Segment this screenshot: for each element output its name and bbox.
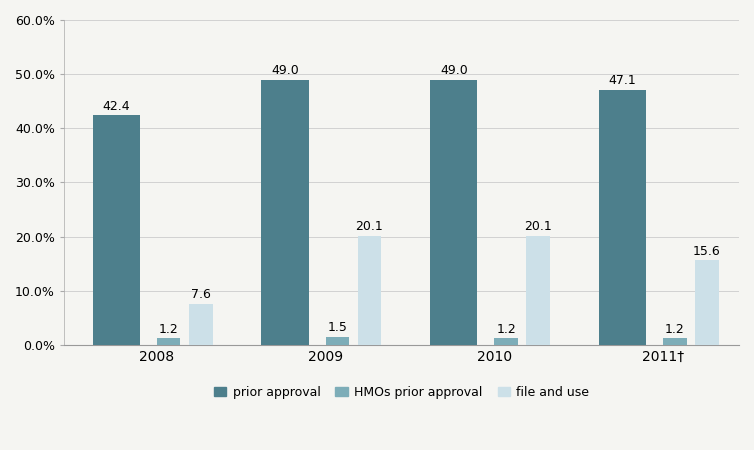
Bar xyxy=(526,236,550,345)
Bar xyxy=(157,338,180,345)
Text: 1.2: 1.2 xyxy=(496,323,516,336)
Bar xyxy=(663,338,687,345)
Legend: prior approval, HMOs prior approval, file and use: prior approval, HMOs prior approval, fil… xyxy=(209,381,594,404)
Text: 7.6: 7.6 xyxy=(191,288,210,301)
Text: 20.1: 20.1 xyxy=(524,220,552,234)
Text: 15.6: 15.6 xyxy=(693,245,721,258)
Bar xyxy=(93,115,140,345)
Bar xyxy=(495,338,518,345)
Text: 49.0: 49.0 xyxy=(440,64,467,77)
Text: 47.1: 47.1 xyxy=(608,74,636,87)
Bar xyxy=(431,80,477,345)
Bar xyxy=(599,90,646,345)
Text: 1.2: 1.2 xyxy=(159,323,179,336)
Text: 49.0: 49.0 xyxy=(271,64,299,77)
Text: 42.4: 42.4 xyxy=(103,99,130,112)
Bar xyxy=(326,337,349,345)
Bar xyxy=(357,236,382,345)
Bar xyxy=(189,304,213,345)
Text: 1.5: 1.5 xyxy=(327,321,348,334)
Text: 1.2: 1.2 xyxy=(665,323,685,336)
Bar xyxy=(262,80,308,345)
Bar xyxy=(695,261,719,345)
Text: 20.1: 20.1 xyxy=(356,220,383,234)
